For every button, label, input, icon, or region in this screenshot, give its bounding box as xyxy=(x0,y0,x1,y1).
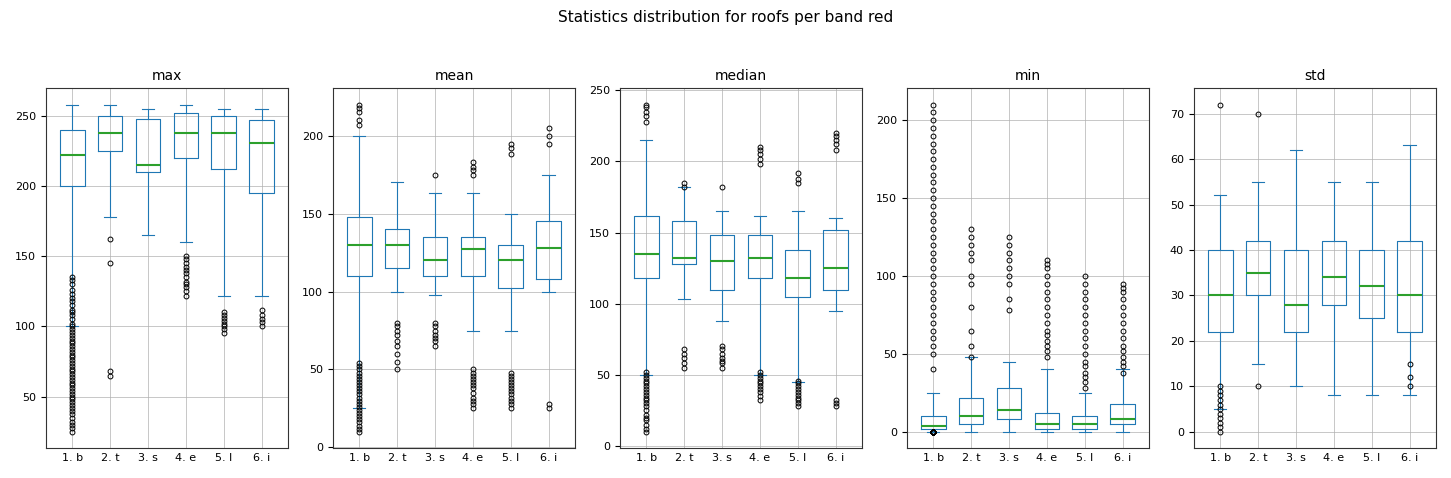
Title: median: median xyxy=(715,69,768,83)
Text: Statistics distribution for roofs per band red: Statistics distribution for roofs per ba… xyxy=(557,10,894,24)
Title: min: min xyxy=(1014,69,1040,83)
Title: max: max xyxy=(152,69,183,83)
Title: mean: mean xyxy=(434,69,473,83)
Title: std: std xyxy=(1304,69,1326,83)
